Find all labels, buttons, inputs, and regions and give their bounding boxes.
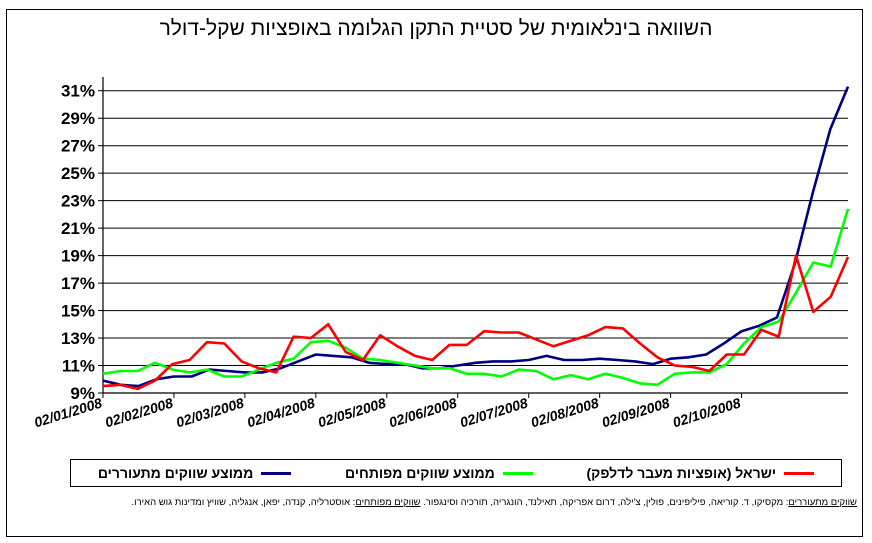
chart-title: השוואה בינלאומית של סטיית התקן הגלומה בא… — [159, 17, 713, 40]
x-tick-label: 02/10/2008 — [671, 395, 743, 431]
y-tick-label: 15% — [61, 302, 95, 321]
footnote: שווקים מתעוררים: מקסיקו, ד. קוריאה, פילי… — [12, 495, 857, 510]
footnote-developed-label: שווקים מפותחים — [355, 497, 421, 508]
series-line-2 — [102, 254, 850, 391]
y-tick-labels: 9% 11% 13% 15% 17% 19% 21% 23% 25% 27% 29% 31% — [61, 82, 95, 403]
y-tick-label: 11% — [62, 357, 95, 376]
y-tick-label: 31% — [61, 82, 95, 101]
legend-label: ישראל (אופציות מעבר לדלפק) — [586, 465, 777, 481]
x-tick-label: 02/07/2008 — [458, 395, 530, 431]
footnote-emerging-label: שווקים מתעוררים — [788, 497, 857, 508]
footnote-developed-text: : אוסטרליה, קנדה, יפאן, אנגליה, שוויץ ומ… — [131, 497, 356, 508]
y-tick-label: 23% — [61, 192, 95, 211]
y-tick-label: 27% — [61, 137, 95, 156]
x-tick-label: 02/09/2008 — [600, 395, 672, 431]
y-tick-label: 9% — [70, 384, 95, 403]
x-tick-labels: 02/01/2008 02/02/2008 02/03/2008 02/04/2008… — [32, 395, 742, 431]
x-tick-label: 02/08/2008 — [529, 395, 601, 431]
y-tick-label: 19% — [61, 247, 95, 266]
y-tick-label: 17% — [61, 274, 95, 293]
y-tick-label: 21% — [61, 219, 95, 238]
x-tick-label: 02/05/2008 — [316, 395, 388, 431]
legend-label: ממוצע שווקים מפותחים — [344, 465, 495, 481]
legend-item-developed: ממוצע שווקים מפותחים — [345, 465, 533, 481]
legend-swatch-red — [784, 471, 815, 475]
footnote-emerging-text: : מקסיקו, ד. קוריאה, פיליפינים, פולין, צ… — [423, 497, 789, 508]
series-line-0 — [102, 86, 850, 388]
legend: ישראל (אופציות מעבר לדלפק) ממוצע שווקים … — [70, 459, 842, 487]
series-line-1 — [102, 208, 850, 387]
x-tick-label: 02/03/2008 — [174, 395, 246, 431]
legend-swatch-green — [502, 471, 533, 475]
legend-item-israel: ישראל (אופציות מעבר לדלפק) — [587, 465, 815, 481]
y-tick-label: 29% — [61, 109, 95, 128]
x-tick-label: 02/02/2008 — [103, 395, 175, 431]
x-tick-label: 02/06/2008 — [387, 395, 459, 431]
legend-swatch-navy — [261, 471, 292, 475]
legend-item-emerging: ממוצע שווקים מתעוררים — [97, 465, 292, 481]
legend-label: ממוצע שווקים מתעוררים — [97, 465, 254, 481]
x-tick-label: 02/01/2008 — [32, 395, 104, 431]
x-tick-label: 02/04/2008 — [245, 395, 317, 431]
chart-frame — [6, 9, 863, 537]
gridlines — [103, 90, 848, 367]
y-tick-label: 25% — [61, 164, 95, 183]
axes — [98, 77, 848, 398]
y-tick-label: 13% — [61, 329, 95, 348]
series-lines — [102, 86, 850, 391]
